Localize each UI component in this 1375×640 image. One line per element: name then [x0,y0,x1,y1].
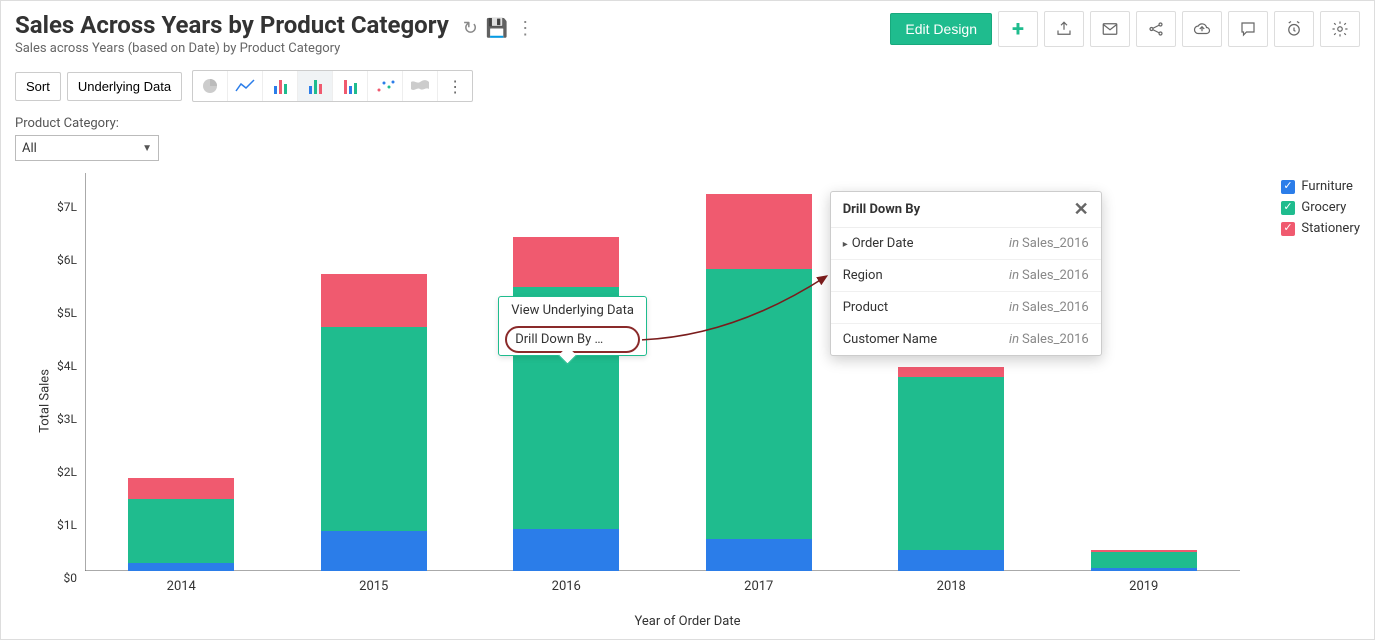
share-icon[interactable] [1136,11,1176,47]
save-icon[interactable]: 💾 [486,20,508,38]
legend-item[interactable]: Grocery [1281,200,1360,215]
filter-label: Product Category: [15,116,1360,131]
context-menu[interactable]: View Underlying DataDrill Down By … [498,296,647,356]
page-subtitle: Sales across Years (based on Date) by Pr… [15,41,534,56]
chart-type-scatter-icon[interactable] [368,71,403,101]
chart-type-column-icon[interactable] [333,71,368,101]
x-tick-label: 2014 [167,579,196,594]
y-tick-label: $1L [57,518,77,532]
bar-group[interactable] [706,194,812,571]
cloud-icon[interactable] [1182,11,1222,47]
y-tick-label: $4L [57,359,77,373]
sort-button[interactable]: Sort [15,72,61,101]
mail-icon[interactable] [1090,11,1130,47]
bar-group[interactable] [1091,550,1197,571]
comment-icon[interactable] [1228,11,1268,47]
chart-type-more-icon[interactable]: ⋮ [438,71,472,101]
more-icon[interactable]: ⋮ [516,20,534,38]
x-tick-label: 2018 [937,579,966,594]
bar-segment[interactable] [706,269,812,540]
context-menu-item[interactable]: Drill Down By … [505,326,640,353]
bar-group[interactable] [513,237,619,571]
bar-segment[interactable] [898,377,1004,549]
bar-segment[interactable] [898,550,1004,571]
drill-row-label: Order Date [852,236,914,251]
legend: Furniture Grocery Stationery [1281,179,1360,242]
add-button[interactable]: + [998,11,1038,47]
drill-row[interactable]: RegioninSales_2016 [831,260,1101,292]
drill-down-popup[interactable]: Drill Down By✕▸Order DateinSales_2016Reg… [830,191,1102,356]
y-axis-label: Total Sales [37,369,52,433]
drill-row-source: Sales_2016 [1022,332,1089,347]
legend-label: Grocery [1301,200,1346,215]
chart-type-line-icon[interactable] [228,71,263,101]
bar-segment[interactable] [321,531,427,571]
drill-row-source: Sales_2016 [1022,300,1089,315]
legend-label: Furniture [1301,179,1353,194]
x-axis-label: Year of Order Date [635,614,741,629]
legend-label: Stationery [1301,221,1360,236]
legend-swatch [1281,201,1295,215]
bar-group[interactable] [128,478,234,571]
bar-segment[interactable] [898,367,1004,378]
x-tick-label: 2016 [552,579,581,594]
y-tick-label: $2L [57,465,77,479]
y-tick-label: $7L [57,200,77,214]
bar-segment[interactable] [513,529,619,571]
underlying-data-button[interactable]: Underlying Data [67,72,182,101]
chart-type-pie-icon[interactable] [193,71,228,101]
settings-icon[interactable] [1320,11,1360,47]
y-tick-label: $6L [57,253,77,267]
x-tick-label: 2019 [1129,579,1158,594]
legend-item[interactable]: Stationery [1281,221,1360,236]
edit-design-button[interactable]: Edit Design [890,13,992,45]
bar-segment[interactable] [128,478,234,499]
drill-row[interactable]: ▸Order DateinSales_2016 [831,228,1101,260]
drill-row[interactable]: ProductinSales_2016 [831,292,1101,324]
legend-swatch [1281,180,1295,194]
legend-swatch [1281,222,1295,236]
bar-segment[interactable] [321,327,427,531]
refresh-icon[interactable]: ↻ [463,20,478,38]
y-tick-label: $5L [57,306,77,320]
export-icon[interactable] [1044,11,1084,47]
chart-type-map-icon[interactable] [403,71,438,101]
y-tick-label: $0 [64,571,78,585]
bar-segment[interactable] [706,539,812,571]
close-icon[interactable]: ✕ [1074,203,1089,217]
drill-row-label: Region [843,268,883,283]
context-menu-item[interactable]: View Underlying Data [499,297,646,324]
chevron-down-icon: ▼ [142,143,152,154]
bar-segment[interactable] [1091,568,1197,571]
bar-segment[interactable] [706,194,812,268]
drill-title: Drill Down By [843,202,920,217]
filter-value: All [22,141,37,156]
chart-type-switcher: ⋮ [192,70,473,102]
chart-type-stacked-bar-icon[interactable] [298,71,333,101]
drill-row-source: Sales_2016 [1022,236,1089,251]
y-tick-label: $3L [57,412,77,426]
bar-segment[interactable] [1091,552,1197,568]
category-filter-select[interactable]: All ▼ [15,135,159,161]
drill-row-label: Customer Name [843,332,937,347]
bar-segment[interactable] [321,274,427,327]
x-tick-label: 2017 [744,579,773,594]
legend-item[interactable]: Furniture [1281,179,1360,194]
bar-segment[interactable] [513,237,619,287]
bar-segment[interactable] [128,563,234,571]
x-tick-label: 2015 [359,579,388,594]
drill-row-label: Product [843,300,888,315]
bar-group[interactable] [898,367,1004,571]
bar-group[interactable] [321,274,427,571]
alarm-icon[interactable] [1274,11,1314,47]
drill-row-source: Sales_2016 [1022,268,1089,283]
bar-segment[interactable] [128,499,234,563]
chart-type-bar-icon[interactable] [263,71,298,101]
page-title: Sales Across Years by Product Category [15,11,449,39]
drill-row[interactable]: Customer NameinSales_2016 [831,324,1101,355]
